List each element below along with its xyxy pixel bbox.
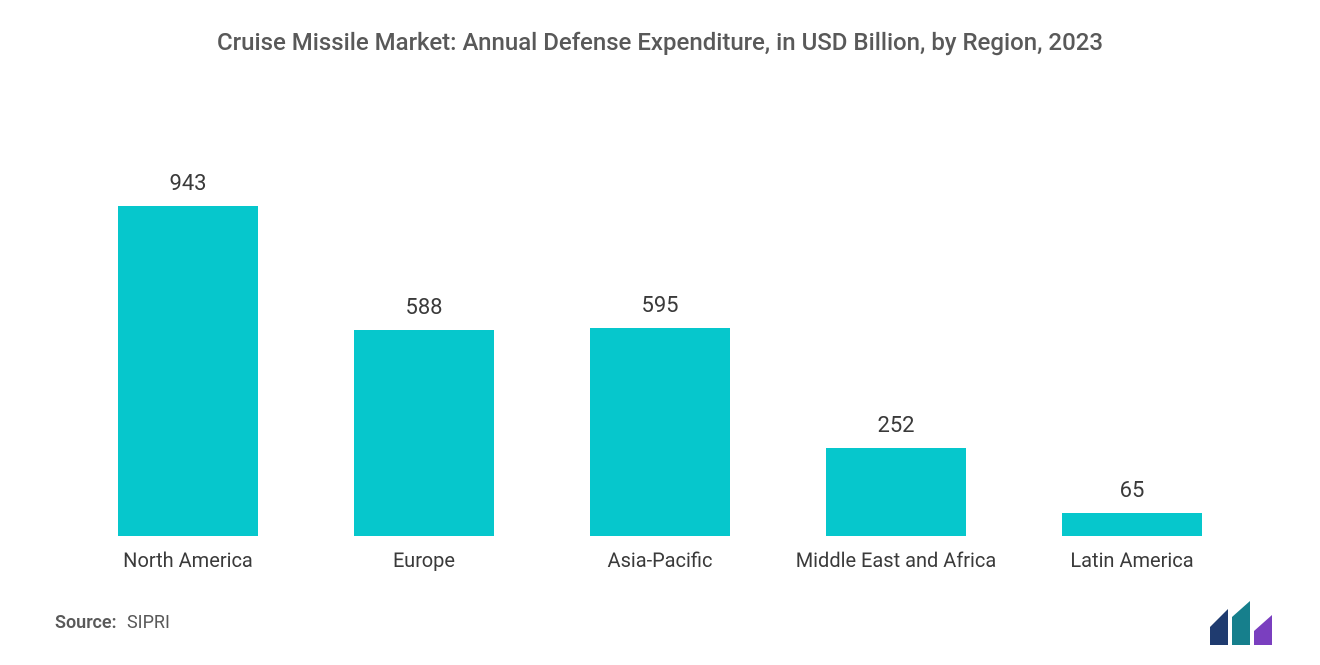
category-label: Latin America (1014, 548, 1250, 572)
source-attribution: Source: SIPRI (55, 612, 170, 633)
bar-value-label: 943 (169, 171, 206, 196)
bar (354, 330, 494, 536)
source-value: SIPRI (127, 612, 170, 633)
bar-value-label: 65 (1120, 478, 1145, 503)
bar-value-label: 252 (877, 413, 914, 438)
bar-value-label: 595 (641, 293, 678, 318)
bar-value-label: 588 (405, 295, 442, 320)
bar (826, 448, 966, 536)
bar-group: 588 (306, 116, 542, 536)
category-label: Europe (306, 548, 542, 572)
bar (118, 206, 258, 536)
category-label: Asia-Pacific (542, 548, 778, 572)
bar-group: 65 (1014, 116, 1250, 536)
chart-container: Cruise Missile Market: Annual Defense Ex… (0, 0, 1320, 665)
bar-group: 943 (70, 116, 306, 536)
bar-group: 595 (542, 116, 778, 536)
category-label: North America (70, 548, 306, 572)
chart-plot-area: 943 588 595 252 65 (60, 116, 1260, 536)
chart-title: Cruise Missile Market: Annual Defense Ex… (60, 28, 1260, 56)
bar (1062, 513, 1202, 536)
source-label: Source: (55, 612, 117, 633)
category-label: Middle East and Africa (778, 548, 1014, 572)
category-axis: North AmericaEuropeAsia-PacificMiddle Ea… (60, 536, 1260, 572)
bar-group: 252 (778, 116, 1014, 536)
bar (590, 328, 730, 536)
brand-logo-icon (1210, 601, 1280, 645)
